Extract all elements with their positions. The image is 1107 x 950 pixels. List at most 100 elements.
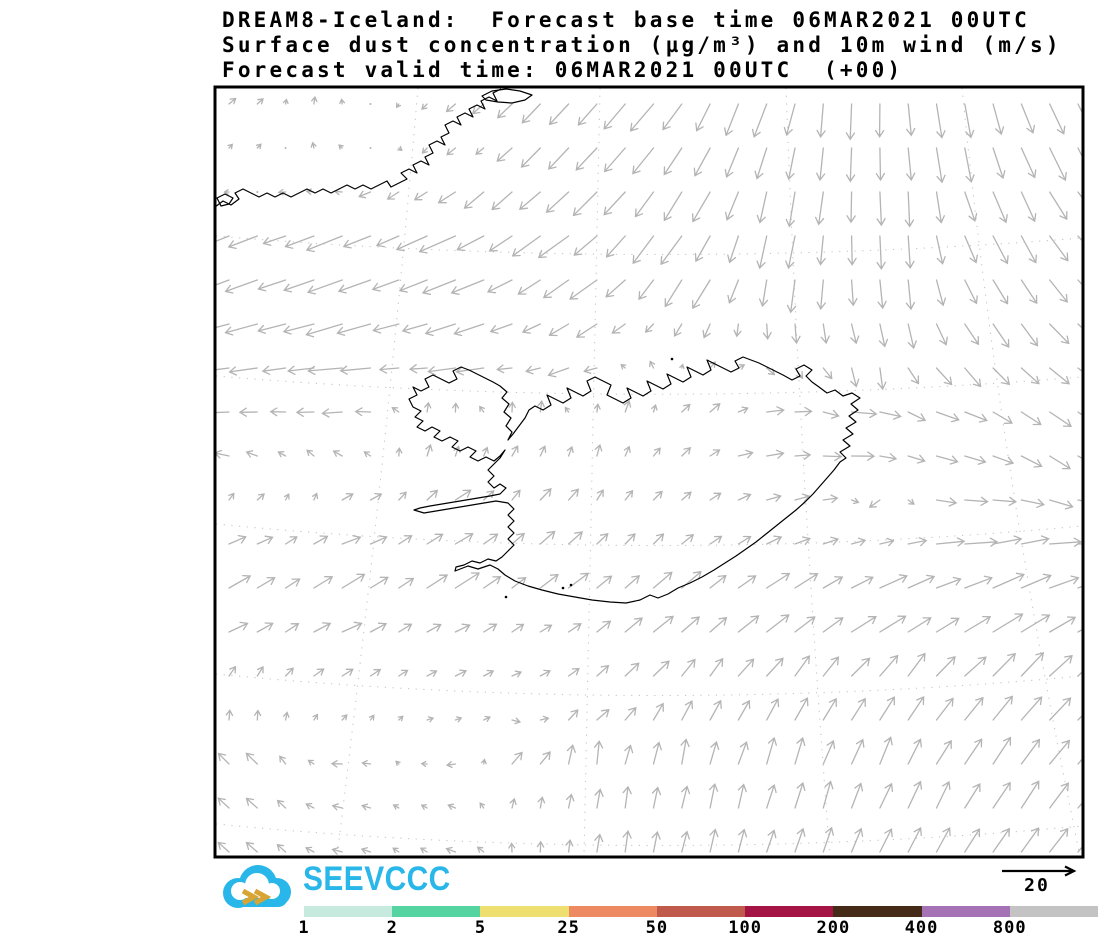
wind-arrow: [224, 323, 258, 336]
wind-arrow: [879, 574, 908, 589]
wind-arrow: [850, 323, 860, 345]
wind-arrow: [482, 446, 489, 457]
wind-arrow: [596, 664, 610, 677]
wind-arrow: [567, 667, 580, 677]
wind-arrow: [255, 143, 262, 150]
wind-arrow: [1077, 279, 1082, 286]
wind-arrow: [426, 716, 435, 723]
wind-arrow: [964, 235, 978, 264]
wind-arrow: [256, 576, 276, 589]
calm-dot: [369, 147, 372, 149]
colorbar-tick-label: 25: [557, 918, 580, 938]
wind-arrow: [354, 407, 372, 417]
calm-dot: [256, 191, 259, 193]
wind-arrow: [426, 489, 439, 501]
wind-arrow: [307, 759, 315, 766]
wind-arrow: [992, 695, 1014, 721]
wind-arrow: [321, 408, 343, 418]
meridian-line: [336, 88, 419, 856]
wind-arrow: [822, 576, 844, 589]
wind-arrow: [681, 534, 695, 545]
wind-arrow: [1020, 235, 1037, 264]
wind-arrow: [228, 621, 249, 633]
wind-arrow: [992, 736, 1012, 765]
wind-arrow: [454, 623, 471, 633]
wind-arrow: [596, 620, 612, 633]
wind-arrow: [935, 323, 948, 346]
wind-arrow: [794, 655, 811, 677]
wind-arrow: [305, 846, 315, 854]
wind-arrow: [964, 147, 975, 183]
wind-arrow: [629, 103, 655, 132]
wind-arrow: [256, 493, 265, 501]
wind-arrow: [216, 323, 230, 329]
wind-arrow: [822, 451, 843, 462]
wind-arrow: [594, 443, 603, 457]
greenland-islet: [481, 88, 533, 104]
wind-arrow: [395, 235, 428, 252]
wind-arrow: [935, 780, 951, 809]
wind-arrow: [794, 406, 813, 417]
wind-arrow: [785, 191, 796, 228]
wind-arrow: [386, 191, 400, 200]
wind-arrow: [426, 669, 438, 677]
wind-arrow: [445, 103, 457, 113]
wind-arrow: [483, 576, 502, 589]
wind-arrow: [425, 443, 433, 457]
wind-arrow: [907, 617, 932, 633]
wind-arrow: [245, 450, 258, 458]
wind-arrow: [766, 736, 777, 765]
wind-arrow: [539, 669, 551, 677]
wind-arrow: [450, 279, 485, 295]
wind-arrow: [596, 575, 613, 589]
wind-arrow: [651, 404, 658, 413]
wind-arrow: [935, 411, 960, 423]
wind-arrow: [992, 103, 1005, 136]
wind-arrow: [766, 406, 785, 416]
wind-arrow: [331, 803, 343, 811]
wind-arrow: [794, 450, 812, 460]
wind-arrow: [794, 616, 816, 633]
wind-arrow: [620, 363, 627, 370]
wind-arrow: [681, 700, 694, 721]
wind-arrow: [447, 803, 457, 810]
wind-arrows: [216, 95, 1082, 855]
wind-arrow: [652, 741, 662, 765]
calm-dot: [369, 103, 372, 105]
wind-arrow: [766, 367, 776, 376]
wind-arrow: [992, 235, 1009, 265]
wind-arrow: [663, 191, 683, 222]
wind-arrow: [964, 323, 980, 346]
wind-arrow: [217, 797, 230, 809]
wind-arrow: [850, 451, 876, 461]
wind-arrow: [511, 717, 522, 725]
wind-arrow: [1020, 652, 1045, 677]
wind-arrow: [992, 191, 1008, 224]
wind-arrow: [421, 147, 428, 154]
wind-arrow: [680, 830, 690, 853]
wind-arrow: [536, 840, 545, 853]
wind-arrow: [681, 785, 691, 809]
wind-arrow: [1049, 103, 1066, 135]
wind-arrow: [331, 847, 343, 855]
wind-arrow: [709, 449, 721, 457]
wind-arrow: [398, 577, 415, 589]
wind-arrow: [766, 784, 777, 809]
wind-arrow: [358, 190, 372, 199]
wind-arrow: [794, 573, 819, 589]
wind-arrow: [907, 411, 927, 422]
wind-arrow: [228, 534, 247, 545]
wind-arrow: [227, 235, 258, 250]
wind-arrow: [1049, 616, 1077, 633]
wind-arrow: [904, 191, 915, 228]
wind-arrow: [313, 668, 325, 677]
wind-arrow: [638, 279, 655, 301]
wind-arrow: [336, 323, 372, 336]
wind-arrow: [565, 838, 574, 853]
wind-arrow: [398, 279, 428, 293]
wind-arrow: [313, 535, 329, 545]
wind-arrow: [1049, 279, 1068, 303]
wind-arrow: [437, 191, 457, 204]
wind-arrow: [847, 235, 857, 266]
wind-arrow: [816, 235, 826, 266]
